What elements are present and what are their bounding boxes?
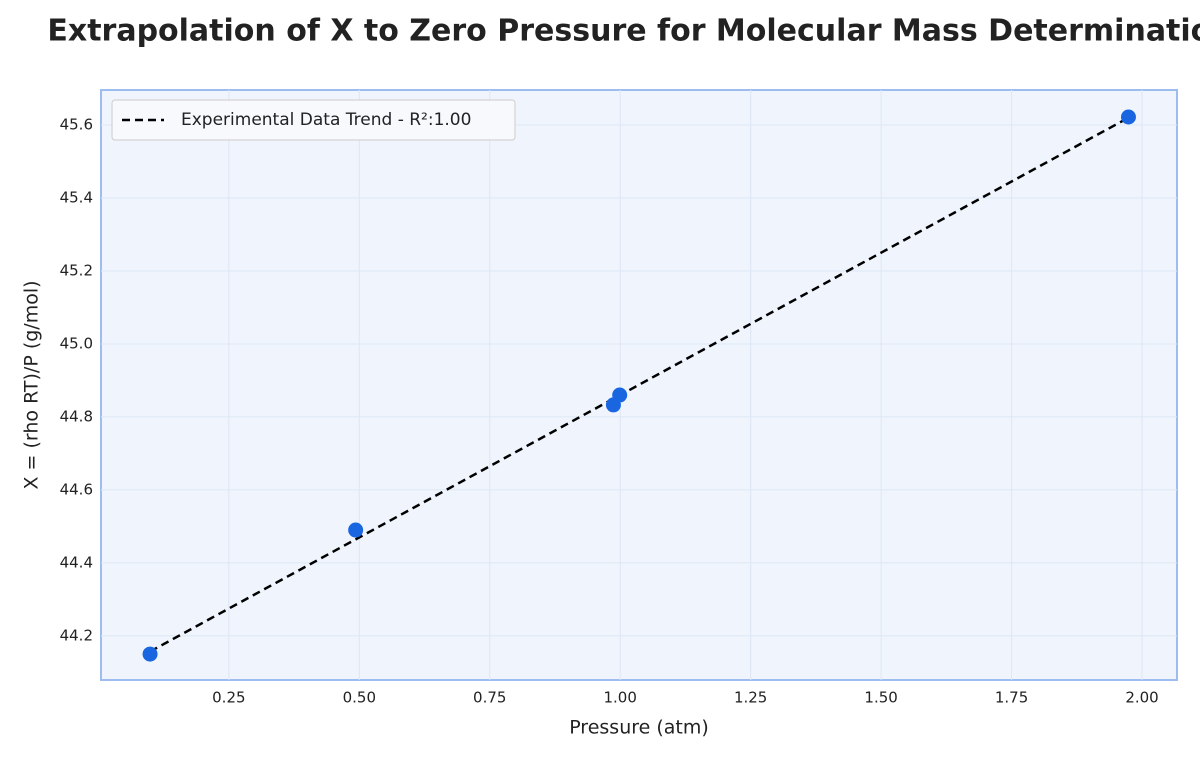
legend-label: Experimental Data Trend - R²:1.00 bbox=[181, 110, 471, 130]
chart-title: Extrapolation of X to Zero Pressure for … bbox=[47, 14, 1200, 49]
x-tick-label: 1.50 bbox=[864, 689, 897, 707]
y-tick-label: 45.4 bbox=[60, 189, 93, 207]
y-tick-label: 45.6 bbox=[60, 116, 93, 134]
x-tick-label: 1.25 bbox=[734, 689, 767, 707]
data-point bbox=[348, 522, 364, 538]
x-tick-label: 0.25 bbox=[212, 689, 245, 707]
y-tick-label: 44.6 bbox=[60, 480, 93, 498]
plot-area bbox=[100, 89, 1178, 681]
y-tick-label: 44.4 bbox=[60, 553, 93, 571]
y-tick-label: 45.0 bbox=[60, 334, 93, 352]
x-axis-label: Pressure (atm) bbox=[569, 717, 709, 739]
y-tick-label: 45.2 bbox=[60, 261, 93, 279]
x-tick-label: 2.00 bbox=[1125, 689, 1158, 707]
legend bbox=[111, 99, 516, 141]
data-point bbox=[612, 387, 628, 403]
data-point bbox=[1120, 109, 1136, 125]
trend-line bbox=[149, 116, 1130, 653]
y-tick-label: 44.8 bbox=[60, 407, 93, 425]
x-tick-label: 0.75 bbox=[473, 689, 506, 707]
x-tick-label: 0.50 bbox=[343, 689, 376, 707]
x-tick-label: 1.75 bbox=[995, 689, 1028, 707]
x-tick-label: 1.00 bbox=[604, 689, 637, 707]
data-point bbox=[142, 646, 158, 662]
y-tick-label: 44.2 bbox=[60, 626, 93, 644]
y-axis-label: X = (rho RT)/P (g/mol) bbox=[21, 280, 43, 489]
